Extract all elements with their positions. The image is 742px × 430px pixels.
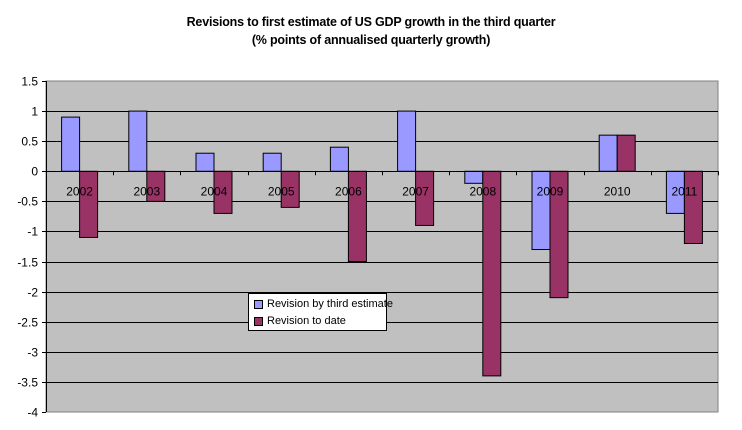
- bar-to-date-2007: [415, 170, 435, 226]
- legend-item-third-estimate: Revision by third estimate: [254, 298, 393, 310]
- x-tick-label: 2002: [66, 184, 93, 198]
- bar-to-date-2002: [79, 170, 99, 238]
- y-tick-label: -2: [27, 286, 38, 300]
- bar-third-estimate-2010: [598, 134, 618, 172]
- chart-subtitle: (% points of annualised quarterly growth…: [251, 33, 491, 47]
- legend: Revision by third estimate Revision to d…: [248, 293, 393, 331]
- y-tick-label: 1.5: [21, 75, 38, 89]
- x-tick-label: 2008: [469, 184, 496, 198]
- bar-third-estimate-2002: [61, 116, 81, 172]
- y-tick-label: -1: [27, 225, 38, 239]
- y-tick-label: -0.5: [17, 195, 38, 209]
- y-tick-label: -3: [27, 346, 38, 360]
- y-tick-label: -4: [27, 406, 38, 420]
- x-tick-label: 2004: [201, 184, 228, 198]
- bar-to-date-2011: [683, 170, 703, 244]
- bar-third-estimate-2006: [329, 146, 349, 172]
- x-tick-label: 2009: [537, 184, 564, 198]
- y-tick-label: -2.5: [17, 316, 38, 330]
- x-tick-label: 2010: [604, 184, 631, 198]
- bar-third-estimate-2003: [128, 110, 148, 172]
- legend-item-to-date: Revision to date: [254, 315, 346, 327]
- y-tick-label: 0.5: [21, 135, 38, 149]
- bar-third-estimate-2005: [262, 152, 282, 172]
- legend-swatch-third-estimate: [254, 299, 263, 309]
- legend-label: Revision to date: [267, 315, 346, 327]
- bar-third-estimate-2009: [531, 170, 551, 251]
- y-tick-label: -3.5: [17, 376, 38, 390]
- bar-to-date-2008: [482, 170, 502, 377]
- x-tick-label: 2006: [335, 184, 362, 198]
- bar-to-date-2010: [616, 134, 636, 172]
- y-tick-label: 0: [31, 165, 38, 179]
- legend-swatch-to-date: [254, 316, 263, 326]
- x-tick-label: 2007: [402, 184, 429, 198]
- y-tick-label: -1.5: [17, 256, 38, 270]
- x-tick-label: 2005: [268, 184, 295, 198]
- chart-title: Revisions to first estimate of US GDP gr…: [186, 15, 556, 29]
- bar-third-estimate-2008: [464, 170, 484, 184]
- bar-third-estimate-2007: [397, 110, 417, 172]
- x-tick-label: 2011: [671, 184, 697, 198]
- bar-third-estimate-2004: [195, 152, 215, 172]
- x-tick-label: 2003: [133, 184, 160, 198]
- y-tick-label: 1: [31, 105, 38, 119]
- legend-label: Revision by third estimate: [267, 298, 393, 310]
